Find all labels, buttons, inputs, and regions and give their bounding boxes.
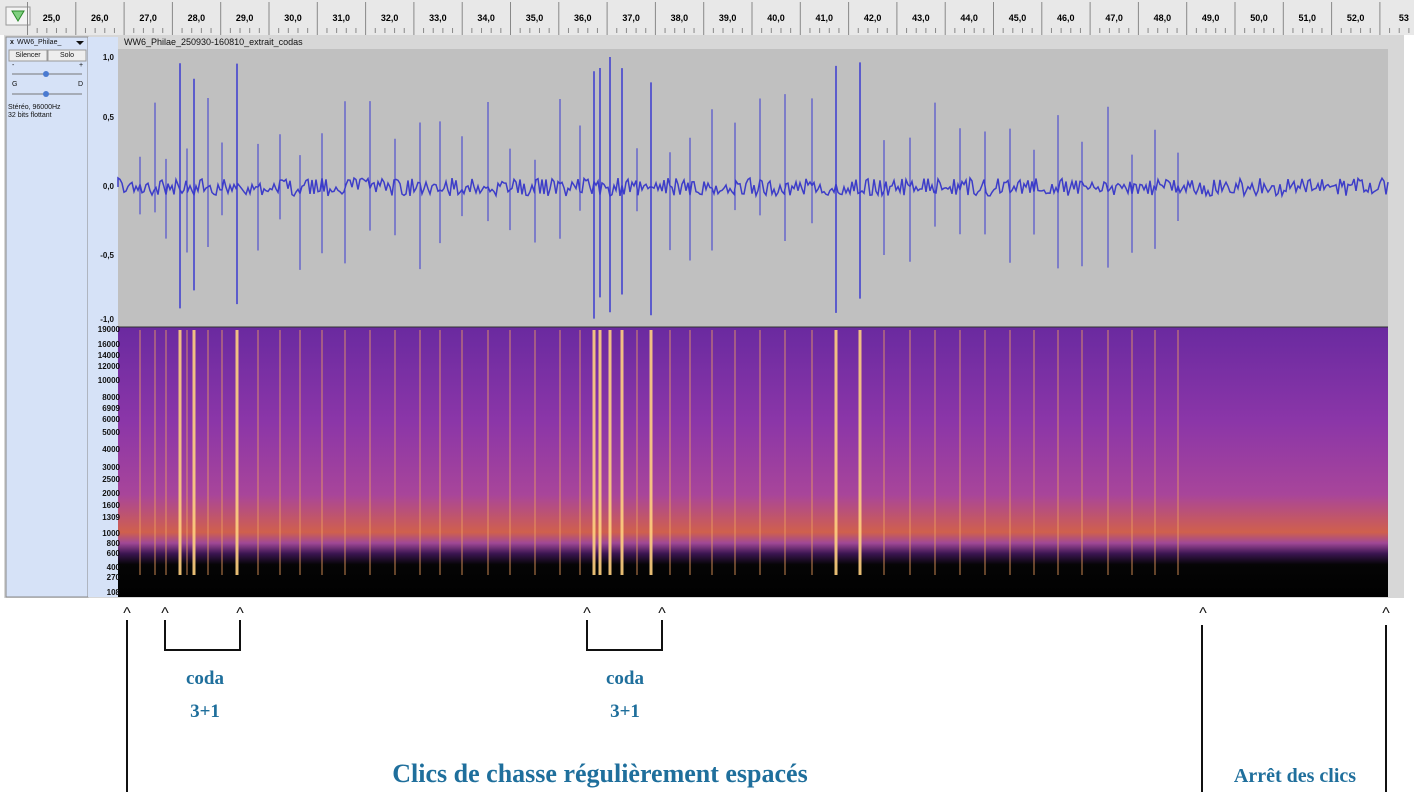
spectrogram-axis-label: 270 (107, 573, 121, 582)
ruler-label: 26,0 (91, 13, 109, 23)
caret: ^ (123, 605, 131, 622)
solo-label: Solo (60, 52, 74, 59)
track-title-bar (118, 37, 1388, 49)
annotations: ^ ^ ^ ^ ^ ^ ^ coda 3+1 coda 3+1 Clics de chasse rég… (123, 605, 1390, 792)
spectrogram-axis-label: 10000 (98, 376, 121, 385)
spectrogram-axis-label: 400 (107, 563, 121, 572)
spectrogram (118, 327, 1388, 597)
coda-count: 3+1 (190, 701, 220, 722)
gain-thumb[interactable] (43, 71, 49, 77)
coda-label: coda (606, 668, 645, 689)
spectrogram-axis-label: 800 (107, 539, 121, 548)
gain-plus: + (79, 62, 83, 69)
ruler-label: 51,0 (1299, 13, 1317, 23)
stop-label: Arrêt des clics (1234, 765, 1356, 787)
ruler-label: 29,0 (236, 13, 254, 23)
ruler-label: 53 (1399, 13, 1409, 23)
ruler-label: 39,0 (719, 13, 737, 23)
waveform-axis-label: -0,5 (100, 251, 114, 260)
ruler-label: 49,0 (1202, 13, 1220, 23)
caret: ^ (1199, 605, 1207, 622)
ruler-label: 41,0 (816, 13, 834, 23)
spectrogram-axis-label: 5000 (102, 428, 120, 437)
waveform-axis-label: -1,0 (100, 315, 114, 324)
ruler-label: 33,0 (429, 13, 447, 23)
spectrogram-axis-label: 108 (107, 588, 121, 597)
spectrogram-axis-label: 6909 (102, 404, 120, 413)
ruler-label: 38,0 (671, 13, 689, 23)
spectrogram-axis-label: 1600 (102, 501, 120, 510)
ruler-label: 34,0 (477, 13, 495, 23)
waveform-axis-label: 0,0 (103, 182, 115, 191)
ruler-label: 37,0 (622, 13, 640, 23)
spectrogram-axis-label: 16000 (98, 340, 121, 349)
spectrogram-axis-label: 600 (107, 549, 121, 558)
ruler-label: 47,0 (1105, 13, 1123, 23)
pan-left: G (12, 81, 17, 88)
spectrogram-axis-label: 2500 (102, 475, 120, 484)
coda-label: coda (186, 668, 225, 689)
ruler-label: 30,0 (284, 13, 302, 23)
ruler-label: 40,0 (767, 13, 785, 23)
pan-thumb[interactable] (43, 91, 49, 97)
caret: ^ (658, 605, 666, 622)
track-title: WW6_Philae_250930-160810_extrait_codas (124, 37, 303, 47)
spectrogram-axis-label: 1309 (102, 513, 120, 522)
waveform-axis-label: 0,5 (103, 113, 115, 122)
waveform-axis-label: 1,0 (103, 53, 115, 62)
spectrogram-axis-label: 3000 (102, 463, 120, 472)
ruler-label: 27,0 (139, 13, 157, 23)
hunting-label: Clics de chasse régulièrement espacés (392, 759, 807, 788)
ruler-label: 44,0 (960, 13, 978, 23)
pan-right: D (78, 81, 83, 88)
spectrogram-axis-label: 14000 (98, 351, 121, 360)
screenshot: 25,0 26,0 27,0 28,0 29,0 30,0 31,0 32,0 33,0 34,0… (0, 0, 1414, 792)
ruler-label: 50,0 (1250, 13, 1268, 23)
ruler-label: 46,0 (1057, 13, 1075, 23)
track-sample: 32 bits flottant (8, 112, 52, 119)
spectrogram-axis-label: 6000 (102, 415, 120, 424)
ruler-label: 25,0 (43, 13, 61, 23)
track-name[interactable]: WW6_Philae_ (17, 39, 61, 46)
ruler-label: 36,0 (574, 13, 592, 23)
caret: ^ (161, 605, 169, 622)
coda-count: 3+1 (610, 701, 640, 722)
ruler-label: 52,0 (1347, 13, 1365, 23)
spectrogram-axis-label: 2000 (102, 489, 120, 498)
spectrogram-axis-label: 8000 (102, 393, 120, 402)
ruler-label: 28,0 (188, 13, 206, 23)
spectrogram-axis-label: 4000 (102, 445, 120, 454)
ruler-label: 31,0 (333, 13, 351, 23)
caret: ^ (1382, 605, 1390, 622)
ruler-label: 35,0 (526, 13, 544, 23)
track-format: Stéréo, 96000Hz (8, 104, 61, 111)
ruler-label: 32,0 (381, 13, 399, 23)
caret: ^ (236, 605, 244, 622)
ruler-label: 43,0 (912, 13, 930, 23)
ruler-label: 45,0 (1009, 13, 1027, 23)
spectrogram-axis-label: 1000 (102, 529, 120, 538)
caret: ^ (583, 605, 591, 622)
spectrogram-axis-label: 19000 (98, 325, 121, 334)
close-button[interactable]: x (10, 39, 14, 46)
track-control-panel (6, 37, 88, 597)
ruler-label: 48,0 (1154, 13, 1172, 23)
spectrogram-axis-label: 12000 (98, 362, 121, 371)
ruler-label: 42,0 (864, 13, 882, 23)
mute-label: Silencer (15, 52, 41, 59)
